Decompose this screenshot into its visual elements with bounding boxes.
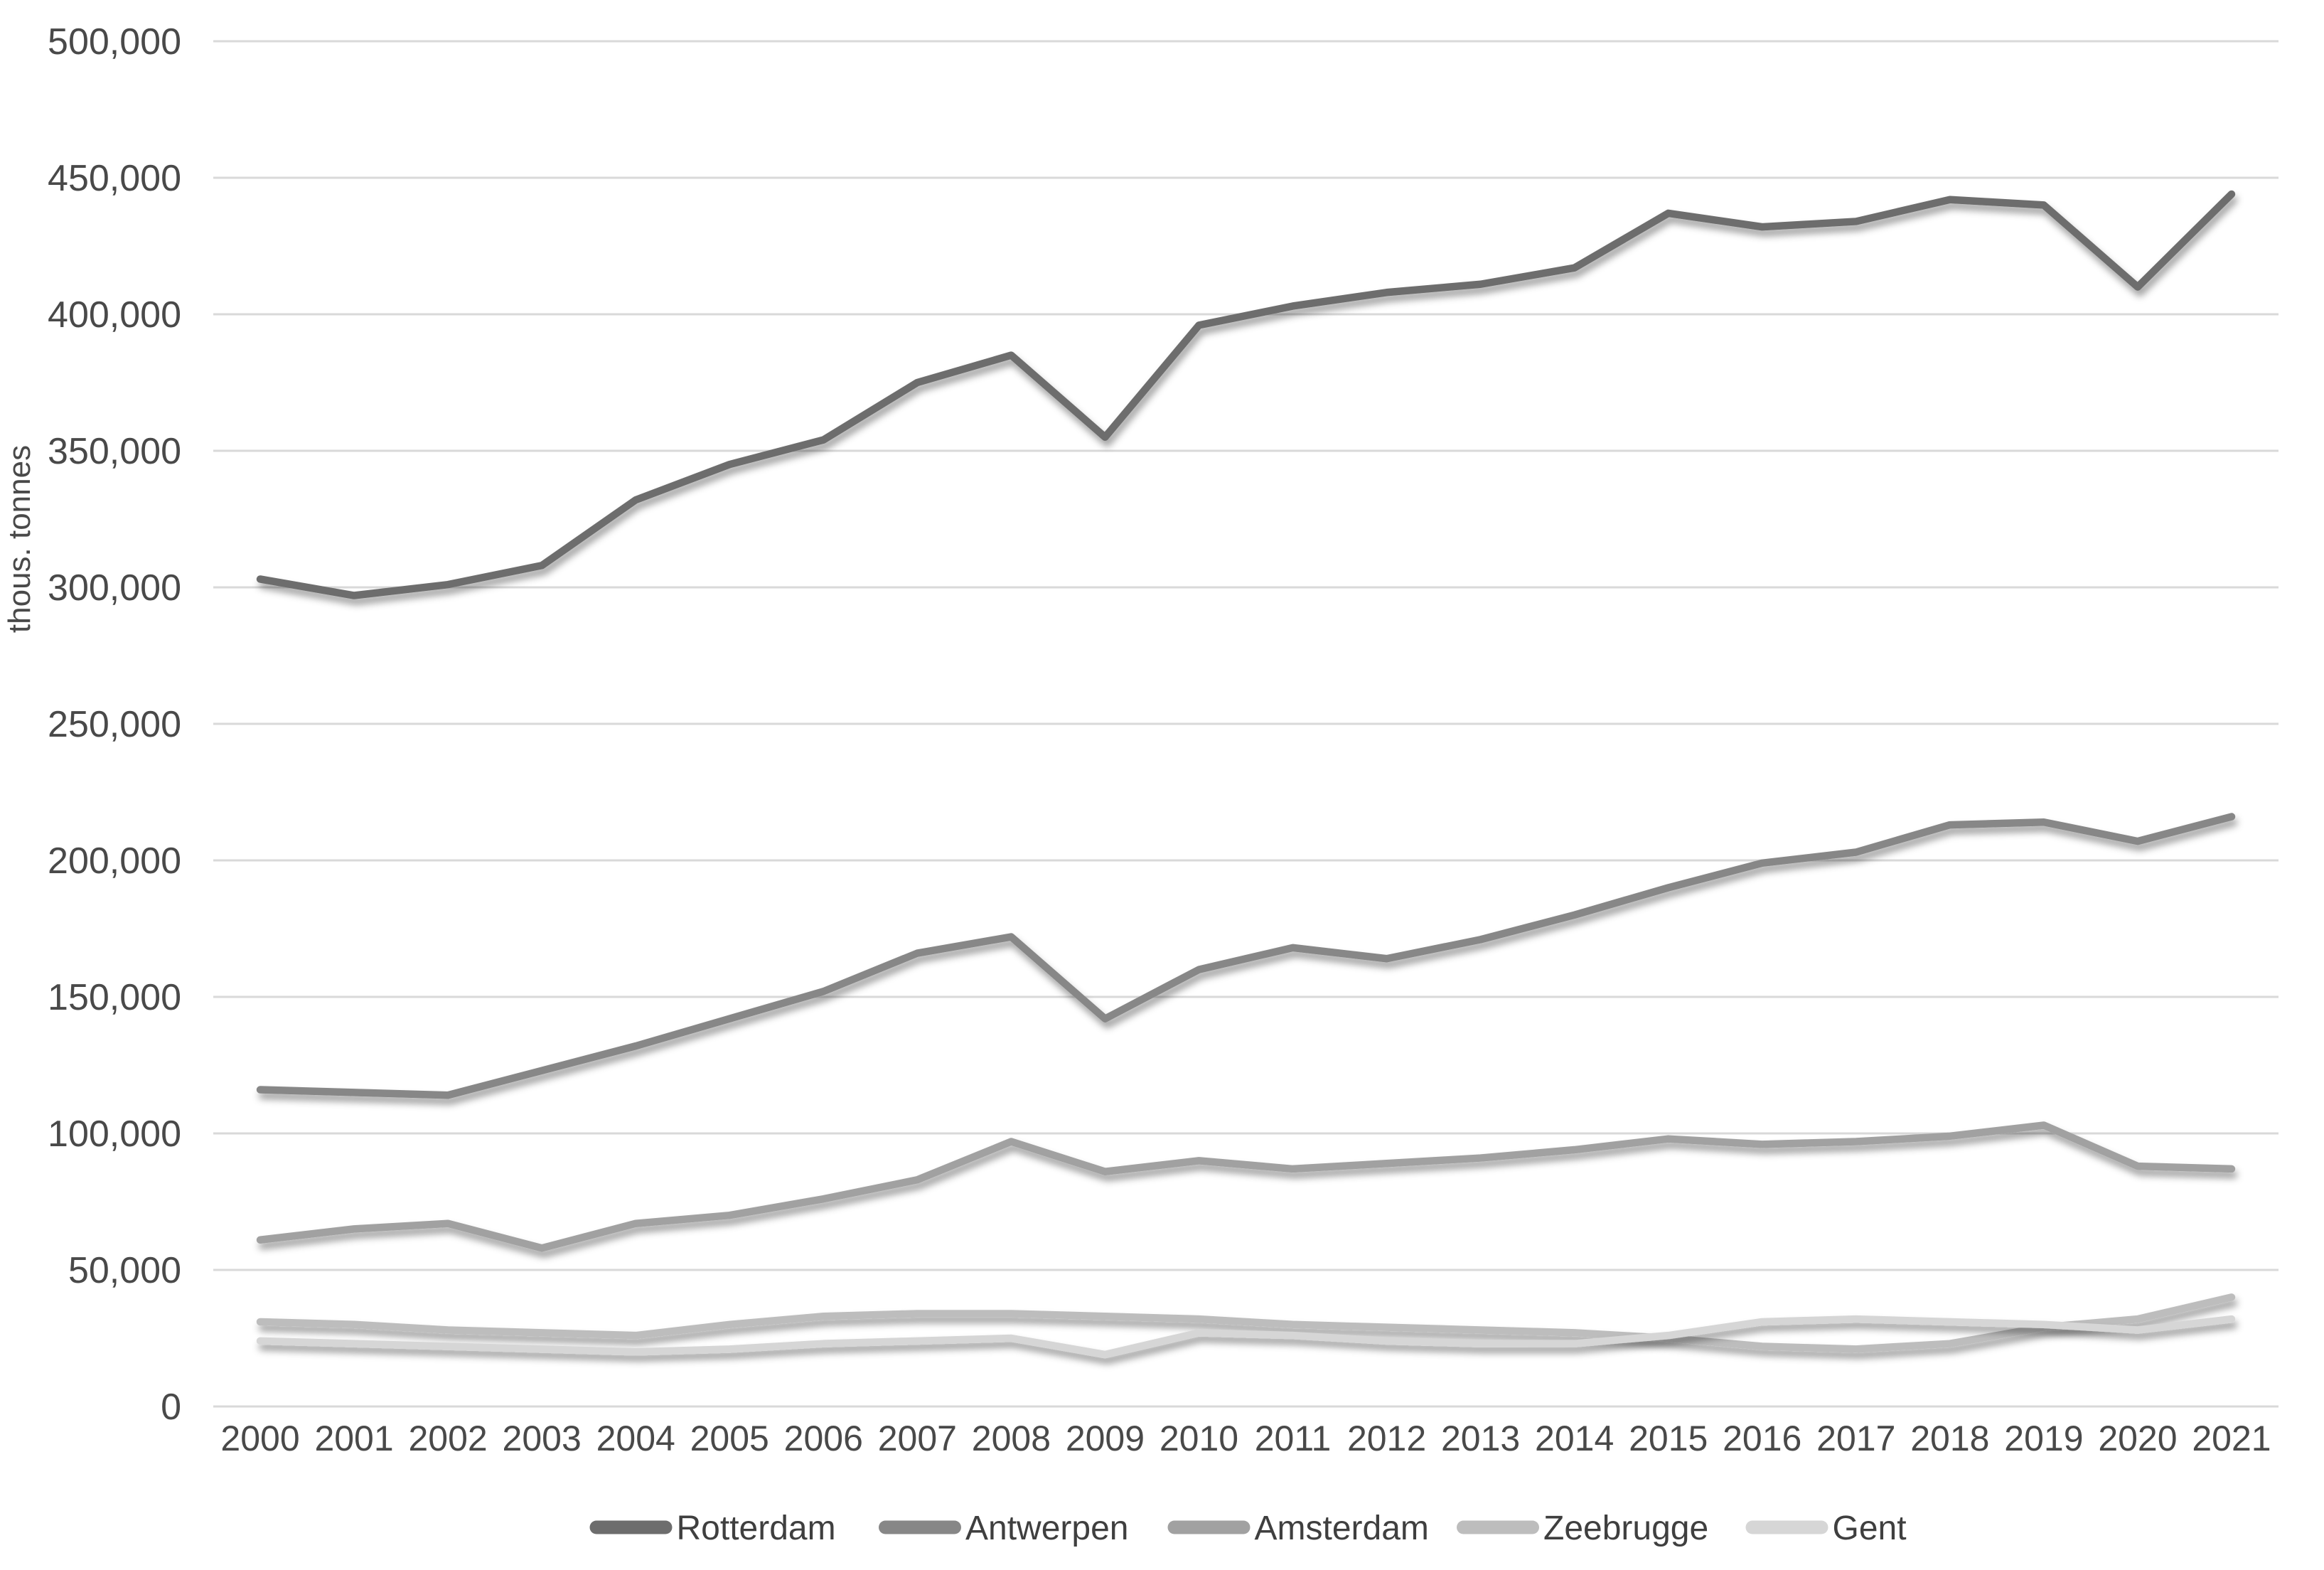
legend-swatch-gent [1745,1520,1828,1534]
x-tick-label: 2000 [220,1419,299,1458]
x-tick-label: 2018 [1910,1419,1989,1458]
x-tick-label: 2016 [1723,1419,1801,1458]
y-axis-title: thous. tonnes [2,445,37,633]
y-tick-label: 100,000 [48,1114,181,1155]
legend: Rotterdam Antwerpen Amsterdam Zeebrugge Gent [589,1510,1907,1547]
legend-swatch-zeebrugge [1457,1520,1539,1534]
legend-label: Antwerpen [965,1510,1128,1547]
legend-swatch-rotterdam [589,1520,673,1534]
legend-item-amsterdam: Amsterdam [1167,1510,1429,1547]
y-axis-tick-labels: 0 50,000 100,000 150,000 200,000 250,000 300,0… [48,21,181,1428]
x-tick-label: 2017 [1816,1419,1895,1458]
y-tick-label: 500,000 [48,21,181,63]
legend-label: Gent [1833,1510,1907,1547]
legend-item-gent: Gent [1745,1510,1907,1547]
x-tick-label: 2010 [1160,1419,1238,1458]
x-tick-label: 2011 [1255,1419,1332,1458]
x-tick-label: 2015 [1629,1419,1708,1458]
series-lines [256,190,2236,1359]
x-tick-label: 2009 [1066,1419,1145,1458]
legend-swatch-amsterdam [1167,1520,1251,1534]
series-line-amsterdam [256,1121,2236,1252]
series-line-antwerpen [256,813,2236,1099]
x-tick-label: 2013 [1441,1419,1520,1458]
y-tick-label: 400,000 [48,294,181,336]
x-tick-label: 2002 [408,1419,487,1458]
x-tick-label: 2001 [314,1419,393,1458]
x-tick-label: 2020 [2098,1419,2177,1458]
legend-label: Zeebrugge [1543,1510,1708,1547]
y-tick-label: 150,000 [48,977,181,1018]
y-tick-label: 50,000 [68,1250,181,1291]
x-tick-label: 2006 [784,1419,863,1458]
legend-item-antwerpen: Antwerpen [879,1510,1128,1547]
y-tick-label: 300,000 [48,567,181,609]
x-tick-label: 2012 [1347,1419,1426,1458]
x-axis-tick-labels: 2000 2001 2002 2003 2004 2005 2006 2007 2008 2009… [220,1419,2271,1458]
y-tick-label: 350,000 [48,431,181,472]
series-line-zeebrugge [256,1293,2236,1353]
legend-label: Amsterdam [1255,1510,1429,1547]
x-tick-label: 2014 [1535,1419,1614,1458]
x-tick-label: 2007 [878,1419,957,1458]
x-tick-label: 2021 [2192,1419,2271,1458]
y-tick-label: 200,000 [48,840,181,882]
x-tick-label: 2003 [503,1419,582,1458]
x-tick-label: 2019 [2004,1419,2083,1458]
y-tick-label: 250,000 [48,704,181,745]
y-tick-label: 450,000 [48,158,181,199]
legend-swatch-antwerpen [879,1520,961,1534]
gridlines [213,40,2279,1408]
x-tick-label: 2008 [972,1419,1051,1458]
x-tick-label: 2004 [596,1419,675,1458]
y-tick-label: 0 [161,1387,181,1428]
legend-label: Rotterdam [677,1510,836,1547]
series-line-rotterdam [256,190,2236,599]
series-line-gent [256,1315,2236,1359]
legend-item-rotterdam: Rotterdam [589,1510,836,1547]
x-tick-label: 2005 [690,1419,769,1458]
legend-item-zeebrugge: Zeebrugge [1457,1510,1708,1547]
